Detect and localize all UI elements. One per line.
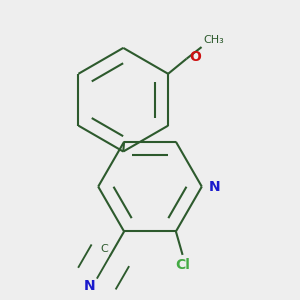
Text: CH₃: CH₃ [203, 35, 224, 45]
Text: N: N [209, 180, 221, 194]
Text: Cl: Cl [175, 258, 190, 272]
Text: C: C [100, 244, 108, 254]
Text: O: O [189, 50, 201, 64]
Text: N: N [84, 280, 96, 293]
